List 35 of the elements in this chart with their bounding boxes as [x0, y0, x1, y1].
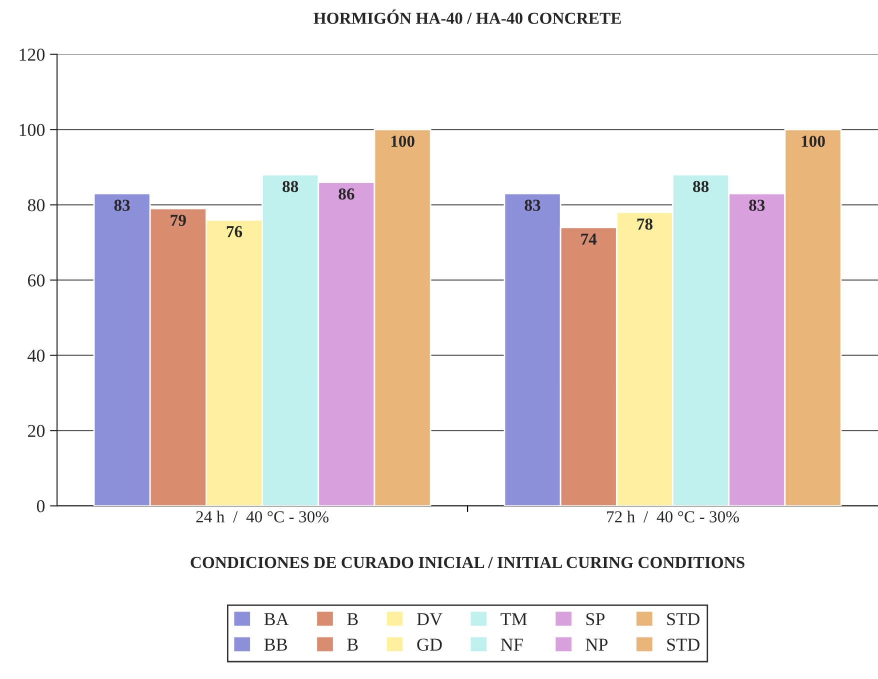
data-label: 88: [282, 180, 298, 192]
legend-label: SP: [586, 613, 605, 626]
x-axis-title: CONDICIONES DE CURADO INICIAL / INITIAL CURING CONDITIONS: [190, 556, 744, 568]
y-tick-label: 60: [28, 274, 45, 287]
data-label: 88: [693, 180, 709, 192]
y-tick-label: 0: [36, 500, 45, 512]
data-label: 100: [391, 136, 414, 147]
chart-title: HORMIGÓN HA-40 / HA-40 CONCRETE: [314, 10, 621, 24]
legend-label: GD: [417, 638, 442, 651]
legend-label: B: [347, 638, 358, 651]
y-tick-label: 40: [28, 350, 45, 362]
y-tick-label: 120: [20, 48, 45, 61]
legend-label: NP: [586, 638, 608, 651]
data-label: 79: [170, 214, 186, 226]
x-tick-label: 72 h / 40 °C - 30%: [607, 510, 739, 522]
data-label: 76: [226, 226, 242, 238]
y-tick-label: 80: [28, 199, 45, 212]
y-tick-label: 100: [20, 124, 45, 136]
data-label: 83: [749, 200, 765, 211]
legend-label: STD: [667, 613, 700, 626]
legend-label: B: [347, 613, 358, 626]
legend-label: STD: [667, 638, 700, 651]
legend-label: TM: [500, 613, 527, 626]
data-label: 74: [581, 234, 597, 245]
legend-label: BB: [264, 638, 287, 651]
data-label: 78: [637, 218, 652, 230]
y-tick-label: 20: [28, 424, 45, 438]
data-label: 100: [802, 136, 825, 147]
data-label: 83: [114, 200, 130, 211]
data-label: 83: [524, 200, 540, 211]
legend-label: DV: [417, 613, 442, 626]
legend-label: NF: [500, 638, 523, 651]
x-tick-label: 24 h / 40 °C - 30%: [196, 510, 328, 522]
data-label: 86: [338, 188, 354, 200]
legend-label: BA: [264, 613, 289, 626]
